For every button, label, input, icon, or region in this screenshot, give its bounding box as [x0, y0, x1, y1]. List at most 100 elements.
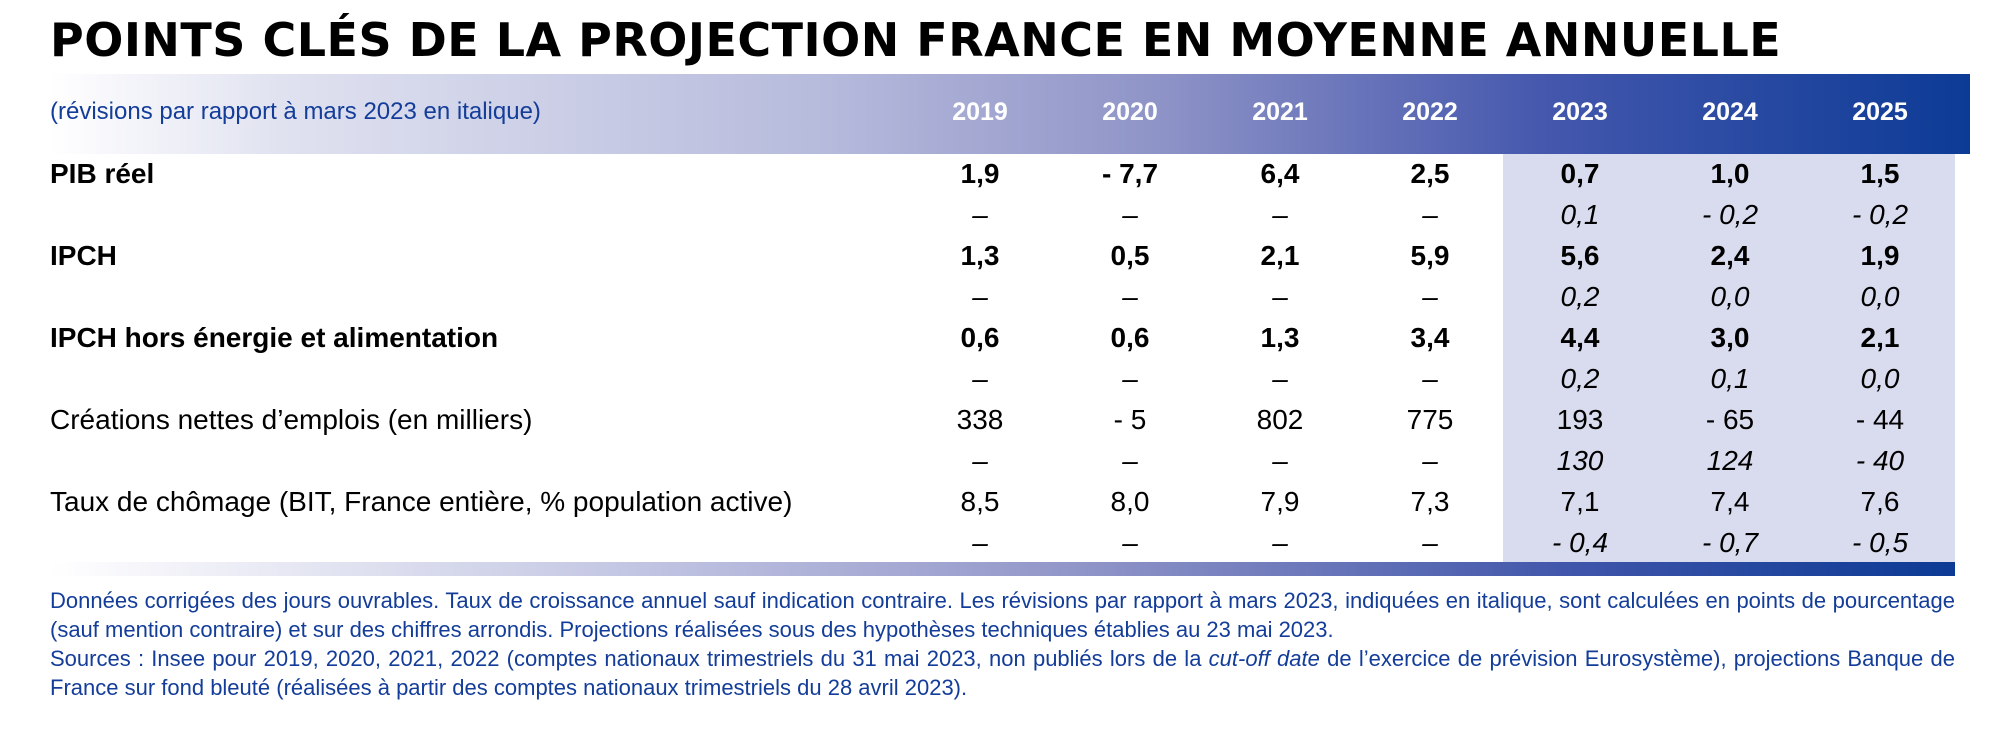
revision-cell: 0,0: [1860, 363, 1900, 394]
value-cell: - 65: [1705, 404, 1755, 435]
revision-cell: - 0,2: [1701, 199, 1759, 230]
revision-cell: –: [972, 281, 988, 312]
value-cell: 0,5: [1110, 240, 1150, 271]
year-header: 2023: [1552, 98, 1608, 126]
page-title: POINTS CLÉS DE LA PROJECTION FRANCE EN M…: [50, 13, 1782, 67]
table-subtitle: (révisions par rapport à mars 2023 en it…: [50, 98, 541, 125]
value-cell: 2,1: [1860, 322, 1900, 353]
projection-shading: [1503, 154, 1955, 562]
notes-sources: Sources : Insee pour 2019, 2020, 2021, 2…: [50, 644, 1955, 702]
value-cell: 338: [956, 404, 1004, 435]
revision-cell: –: [1422, 445, 1438, 476]
revision-row: – – – – 0,2 0,1 0,0: [0, 359, 2000, 399]
value-cell: 1,9: [960, 158, 1000, 189]
revision-cell: –: [1122, 363, 1138, 394]
revision-cell: 0,0: [1710, 281, 1750, 312]
value-cell: 193: [1556, 404, 1604, 435]
value-cell: 0,6: [1110, 322, 1150, 353]
table-row: Taux de chômage (BIT, France entière, % …: [0, 482, 2000, 522]
revision-cell: –: [1122, 527, 1138, 558]
revision-cell: –: [1422, 199, 1438, 230]
value-cell: 5,6: [1560, 240, 1600, 271]
revision-cell: - 0,2: [1851, 199, 1909, 230]
row-label: Taux de chômage (BIT, France entière, % …: [50, 486, 793, 517]
value-cell: 2,5: [1410, 158, 1450, 189]
revision-cell: - 0,7: [1701, 527, 1759, 558]
value-cell: 2,1: [1260, 240, 1300, 271]
revision-cell: 0,2: [1560, 363, 1600, 394]
value-cell: 7,6: [1860, 486, 1900, 517]
value-cell: 8,5: [960, 486, 1000, 517]
table-row: IPCH 1,3 0,5 2,1 5,9 5,6 2,4 1,9: [0, 236, 2000, 276]
row-label: PIB réel: [50, 158, 155, 189]
revision-row: – – – – 0,1 - 0,2 - 0,2: [0, 195, 2000, 235]
value-cell: 8,0: [1110, 486, 1150, 517]
row-label: IPCH hors énergie et alimentation: [50, 322, 499, 353]
year-header: 2020: [1102, 98, 1158, 126]
sources-text: Sources : Insee pour 2019, 2020, 2021, 2…: [50, 646, 1209, 671]
value-cell: 0,7: [1560, 158, 1600, 189]
value-cell: 3,4: [1410, 322, 1450, 353]
value-cell: 7,4: [1710, 486, 1750, 517]
table-notes: Données corrigées des jours ouvrables. T…: [50, 586, 1955, 702]
revision-cell: –: [1422, 363, 1438, 394]
value-cell: 7,1: [1560, 486, 1600, 517]
value-cell: 6,4: [1260, 158, 1300, 189]
revision-cell: 0,2: [1560, 281, 1600, 312]
row-label: Créations nettes d’emplois (en milliers): [50, 404, 533, 435]
sources-text-end: de l’exercice de prévision Eurosystème),…: [50, 646, 1955, 700]
value-cell: 7,9: [1260, 486, 1300, 517]
year-header: 2024: [1702, 98, 1758, 126]
sources-italic-term: cut-off date: [1208, 646, 1320, 671]
year-header: 2021: [1252, 98, 1308, 126]
value-cell: 5,9: [1410, 240, 1450, 271]
revision-cell: - 40: [1855, 445, 1905, 476]
revision-cell: 0,1: [1710, 363, 1750, 394]
table-row: IPCH hors énergie et alimentation 0,6 0,…: [0, 318, 2000, 358]
value-cell: 1,0: [1710, 158, 1750, 189]
revision-cell: 124: [1706, 445, 1754, 476]
revision-cell: 0,1: [1560, 199, 1600, 230]
value-cell: 775: [1406, 404, 1454, 435]
revision-cell: –: [1422, 527, 1438, 558]
revision-cell: –: [1122, 281, 1138, 312]
revision-cell: –: [972, 527, 988, 558]
revision-cell: –: [1272, 199, 1288, 230]
row-label: IPCH: [50, 240, 117, 271]
revision-cell: –: [1272, 281, 1288, 312]
revision-cell: –: [1272, 363, 1288, 394]
table-footer-band: [50, 562, 1955, 576]
revision-cell: –: [1272, 445, 1288, 476]
value-cell: 7,3: [1410, 486, 1450, 517]
revision-cell: –: [972, 199, 988, 230]
revision-cell: –: [972, 445, 988, 476]
revision-cell: –: [972, 363, 988, 394]
value-cell: 1,3: [1260, 322, 1300, 353]
value-cell: - 7,7: [1101, 158, 1159, 189]
notes-methodology: Données corrigées des jours ouvrables. T…: [50, 588, 1955, 642]
revision-row: – – – – 130 124 - 40: [0, 441, 2000, 481]
value-cell: 4,4: [1560, 322, 1600, 353]
value-cell: 2,4: [1710, 240, 1750, 271]
revision-cell: 130: [1556, 445, 1604, 476]
revision-cell: –: [1122, 445, 1138, 476]
revision-cell: - 0,4: [1551, 527, 1609, 558]
value-cell: - 5: [1113, 404, 1147, 435]
revision-cell: - 0,5: [1851, 527, 1909, 558]
table-row: Créations nettes d’emplois (en milliers)…: [0, 400, 2000, 440]
table-header-band: [50, 74, 1970, 154]
revision-cell: –: [1272, 527, 1288, 558]
revision-cell: –: [1422, 281, 1438, 312]
revision-cell: –: [1122, 199, 1138, 230]
value-cell: 1,9: [1860, 240, 1900, 271]
year-header: 2019: [952, 98, 1008, 126]
value-cell: 1,3: [960, 240, 1000, 271]
value-cell: - 44: [1855, 404, 1905, 435]
revision-cell: 0,0: [1860, 281, 1900, 312]
value-cell: 1,5: [1860, 158, 1900, 189]
value-cell: 0,6: [960, 322, 1000, 353]
table-row: PIB réel 1,9 - 7,7 6,4 2,5 0,7 1,0 1,5: [0, 154, 2000, 194]
year-header: 2025: [1852, 98, 1908, 126]
revision-row: – – – – 0,2 0,0 0,0: [0, 277, 2000, 317]
revision-row: – – – – - 0,4 - 0,7 - 0,5: [0, 523, 2000, 563]
